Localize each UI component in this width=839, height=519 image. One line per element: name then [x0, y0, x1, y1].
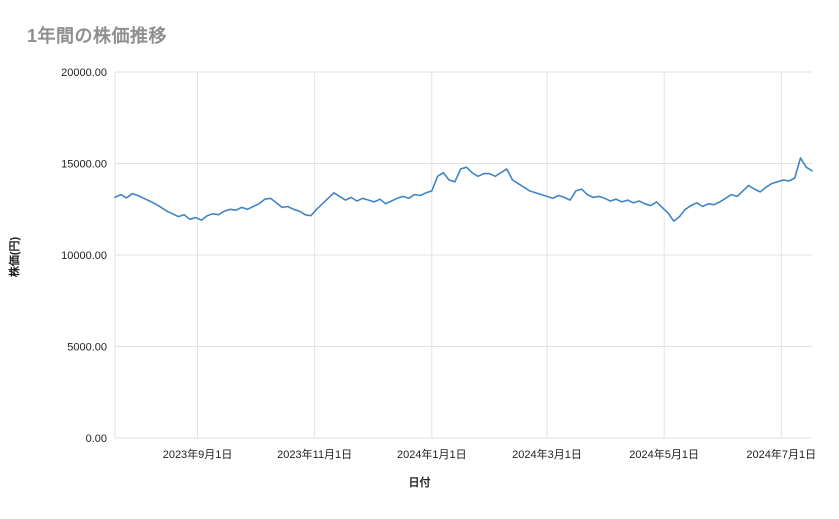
y-tick-label: 0.00	[86, 433, 107, 445]
x-tick-label: 2024年7月1日	[746, 447, 816, 461]
y-tick-label: 20000.00	[61, 67, 107, 79]
x-tick-label: 2023年11月1日	[277, 447, 352, 461]
x-tick-label: 2023年9月1日	[163, 447, 233, 461]
x-tick-label: 2024年1月1日	[397, 447, 467, 461]
y-tick-label: 10000.00	[61, 250, 107, 262]
x-tick-label: 2024年5月1日	[629, 447, 699, 461]
x-axis-title: 日付	[408, 477, 431, 489]
price-line-series	[114, 157, 813, 222]
x-tick-label: 2024年3月1日	[512, 447, 582, 461]
y-axis-title: 株価(円)	[9, 236, 21, 278]
y-tick-label: 15000.00	[61, 159, 107, 171]
y-tick-label: 5000.00	[67, 342, 107, 354]
chart-title: 1年間の株価推移	[27, 26, 168, 46]
